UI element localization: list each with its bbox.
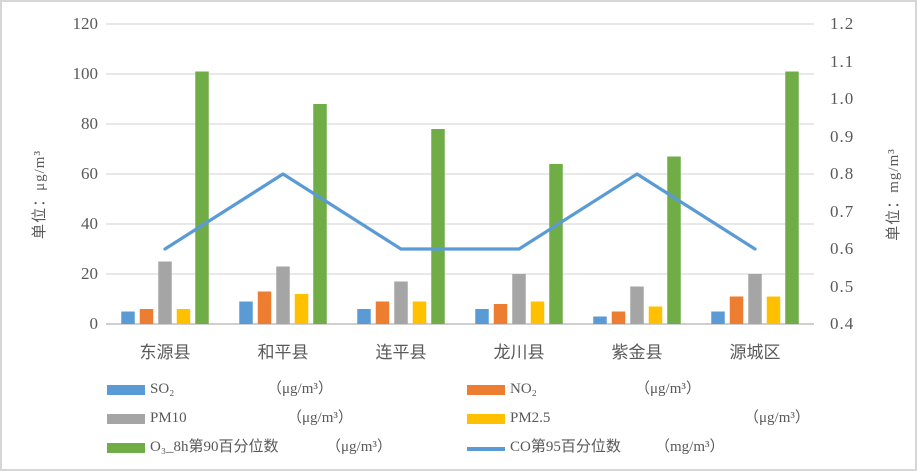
line-CO第95百分位数 <box>163 172 757 251</box>
right-axis-tick: 0.4 <box>830 314 855 333</box>
bar-O₃_8h第90百分位数 <box>785 71 799 324</box>
category-label: 源城区 <box>729 343 781 362</box>
bar-PM10 <box>158 261 172 324</box>
bar-PM10 <box>748 274 762 324</box>
right-axis-tick: 0.9 <box>830 126 855 146</box>
bar-PM10 <box>276 266 290 324</box>
right-axis-tick: 0.6 <box>830 239 855 258</box>
category-label: 东源县 <box>139 343 191 362</box>
bar-SO₂ <box>121 311 135 324</box>
bar-PM10 <box>630 286 644 324</box>
bar-PM10 <box>512 274 526 324</box>
category-label: 和平县 <box>257 343 309 362</box>
bar-PM2.5 <box>530 301 545 324</box>
bar-NO₂ <box>139 309 154 324</box>
right-axis-tick: 1.2 <box>830 14 855 33</box>
bar-O₃_8h第90百分位数 <box>195 71 209 324</box>
right-axis-tick: 1.0 <box>830 89 855 108</box>
bar-PM2.5 <box>766 296 781 324</box>
bar-SO₂ <box>475 309 489 324</box>
right-axis-tick: 0.7 <box>830 201 855 221</box>
bar-SO₂ <box>593 316 607 324</box>
right-axis-tick: 0.5 <box>830 276 855 296</box>
bar-PM2.5 <box>176 309 191 324</box>
right-axis-tick: 1.1 <box>830 51 855 71</box>
bar-O₃_8h第90百分位数 <box>431 129 445 324</box>
bar-PM2.5 <box>412 301 427 324</box>
left-axis-title: 单位：μg/m³ <box>31 149 48 239</box>
bar-NO₂ <box>493 304 508 324</box>
category-label: 龙川县 <box>493 343 545 362</box>
bar-NO₂ <box>611 311 626 324</box>
left-axis-tick: 120 <box>72 14 99 33</box>
left-axis-tick: 40 <box>81 214 98 233</box>
bar-O₃_8h第90百分位数 <box>549 164 563 324</box>
bar-SO₂ <box>239 301 253 324</box>
bar-O₃_8h第90百分位数 <box>667 156 681 324</box>
bar-NO₂ <box>375 301 390 324</box>
bar-NO₂ <box>257 291 272 324</box>
left-axis-tick: 80 <box>81 114 98 133</box>
left-axis-tick: 60 <box>81 164 98 183</box>
left-axis-tick: 100 <box>72 64 99 83</box>
left-axis-tick: 0 <box>89 314 99 333</box>
bar-SO₂ <box>357 309 371 324</box>
bar-PM10 <box>394 281 408 324</box>
bar-PM2.5 <box>294 294 309 324</box>
left-axis-tick: 20 <box>81 264 98 283</box>
right-axis-tick: 0.8 <box>830 164 855 183</box>
bar-PM2.5 <box>648 306 663 324</box>
bar-O₃_8h第90百分位数 <box>313 104 327 324</box>
category-label: 连平县 <box>375 343 427 362</box>
bar-SO₂ <box>711 311 725 324</box>
right-axis-title: 单位：mg/m³ <box>885 147 902 241</box>
bar-NO₂ <box>729 296 744 324</box>
category-label: 紫金县 <box>611 343 663 362</box>
